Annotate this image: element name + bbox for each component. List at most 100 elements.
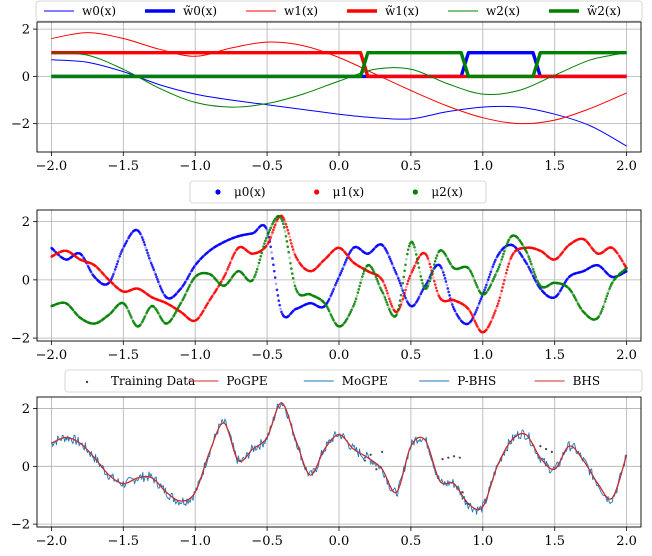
scatter-point xyxy=(521,255,524,259)
scatter-point xyxy=(263,239,267,243)
scatter-point xyxy=(287,250,290,254)
scatter-point xyxy=(426,257,430,260)
scatter-point xyxy=(271,257,274,260)
scatter-point xyxy=(141,238,145,242)
scatter-point xyxy=(601,305,605,309)
scatter-point xyxy=(112,270,116,274)
scatter-point xyxy=(592,249,596,253)
scatter-point xyxy=(543,292,547,295)
scatter-point xyxy=(397,304,401,307)
scatter-point xyxy=(391,264,395,267)
scatter-point xyxy=(335,281,338,285)
scatter-point xyxy=(406,282,409,286)
scatter-point xyxy=(264,226,268,230)
y-tick-label: −2 xyxy=(11,518,30,533)
legend-label: μ0(x) xyxy=(234,185,266,199)
scatter-point xyxy=(215,279,219,282)
legend-item: μ0(x) xyxy=(215,185,266,199)
scatter-point xyxy=(161,290,165,294)
x-tick-label: 1.5 xyxy=(544,159,565,174)
scatter-point xyxy=(390,313,394,317)
scatter-point xyxy=(496,267,500,271)
scatter-point xyxy=(145,248,148,252)
legend-box xyxy=(189,180,487,204)
scatter-point xyxy=(385,300,388,304)
scatter-point xyxy=(157,311,160,315)
x-tick-label: −1.0 xyxy=(179,159,211,174)
scatter-point xyxy=(192,265,196,268)
scatter-point xyxy=(543,252,547,256)
scatter-point xyxy=(402,275,406,279)
scatter-point xyxy=(453,309,457,313)
scatter-point xyxy=(139,234,143,237)
scatter-point xyxy=(472,277,476,280)
scatter-point xyxy=(494,307,498,310)
scatter-point xyxy=(411,268,415,272)
scatter-point xyxy=(157,280,160,284)
scatter-point xyxy=(292,250,296,254)
scatter-point xyxy=(401,281,405,285)
scatter-point xyxy=(113,268,117,271)
legend-box xyxy=(64,369,643,393)
scatter-point xyxy=(405,257,408,261)
scatter-point xyxy=(279,307,282,311)
x-tick-label: −2.0 xyxy=(36,159,68,174)
scatter-point xyxy=(395,272,398,276)
scatter-point xyxy=(528,257,531,261)
legend-label: PoGPE xyxy=(226,374,267,388)
scatter-point xyxy=(188,284,192,287)
scatter-point xyxy=(429,276,432,280)
scatter-point xyxy=(493,275,496,279)
scatter-point xyxy=(273,223,277,227)
scatter-point xyxy=(451,305,455,309)
scatter-point xyxy=(473,279,477,282)
scatter-point xyxy=(413,245,416,249)
scatter-point xyxy=(179,301,183,305)
scatter-point xyxy=(499,293,503,296)
scatter-point xyxy=(512,244,515,247)
scatter-point xyxy=(334,283,337,287)
legend-item: w̃1(x) xyxy=(347,4,419,18)
training-point xyxy=(447,456,450,459)
scatter-point xyxy=(258,258,262,261)
scatter-point xyxy=(210,274,214,278)
scatter-point xyxy=(360,278,363,281)
scatter-point xyxy=(427,259,431,263)
scatter-point xyxy=(427,282,431,286)
scatter-point xyxy=(421,282,424,285)
scatter-point xyxy=(356,291,360,294)
x-tick-label: 0.5 xyxy=(401,534,422,549)
scatter-point xyxy=(497,265,501,269)
scatter-point xyxy=(291,248,295,251)
scatter-point xyxy=(485,291,488,294)
scatter-point xyxy=(450,303,454,306)
scatter-point xyxy=(114,265,118,269)
scatter-point xyxy=(350,259,353,262)
scatter-point xyxy=(260,249,264,252)
scatter-point xyxy=(340,269,343,273)
scatter-point xyxy=(526,253,530,256)
scatter-point xyxy=(521,243,524,246)
scatter-point xyxy=(387,253,390,257)
scatter-point xyxy=(396,274,399,278)
scatter-point xyxy=(296,258,299,262)
scatter-point xyxy=(610,275,614,279)
scatter-point xyxy=(228,278,232,282)
scatter-point xyxy=(224,272,228,275)
series-0 xyxy=(50,223,628,326)
scatter-point xyxy=(272,228,275,232)
scatter-point xyxy=(335,279,339,283)
scatter-point xyxy=(608,287,611,290)
scatter-point xyxy=(278,303,281,307)
scatter-point xyxy=(71,308,75,312)
scatter-point xyxy=(535,277,539,281)
scatter-point xyxy=(491,279,494,283)
training-data-points xyxy=(363,445,553,505)
scatter-point xyxy=(494,273,497,277)
scatter-point xyxy=(620,259,624,263)
scatter-point xyxy=(342,265,345,268)
scatter-point xyxy=(445,283,449,287)
scatter-point xyxy=(269,245,272,249)
scatter-point xyxy=(149,261,153,265)
scatter-point xyxy=(125,306,129,309)
